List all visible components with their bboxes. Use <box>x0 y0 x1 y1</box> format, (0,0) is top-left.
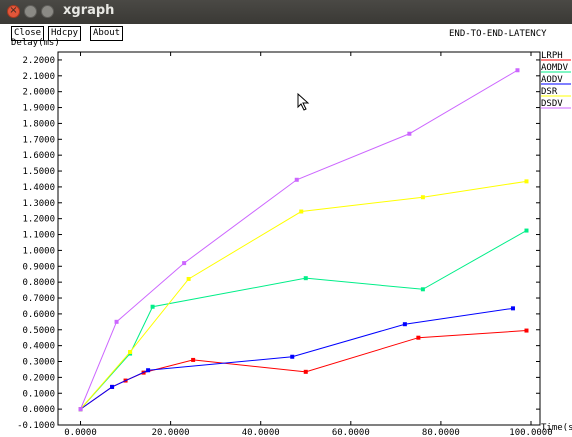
y-tick-label: 0.0000 <box>22 405 55 415</box>
y-tick-label: 0.1000 <box>22 389 55 399</box>
data-point-aodv <box>146 368 151 373</box>
data-point-dsdv <box>407 131 412 136</box>
maximize-icon[interactable] <box>41 5 54 18</box>
x-tick-label: 60.0000 <box>332 428 370 437</box>
data-point-aodv <box>290 354 295 359</box>
series-line-aodv <box>80 307 514 410</box>
x-tick-label: 0.0000 <box>64 428 97 437</box>
legend-label-dsr: DSR <box>541 87 558 97</box>
series-line-dsr <box>80 180 527 410</box>
y-tick-label: 0.6000 <box>22 310 55 320</box>
title-bar[interactable]: × xgraph <box>0 0 572 24</box>
y-tick-label: 1.8000 <box>22 119 55 129</box>
minimize-icon[interactable] <box>24 5 37 18</box>
y-tick-label: 1.7000 <box>22 135 55 145</box>
legend-label-aodv: AODV <box>541 75 563 85</box>
x-tick-label: 20.0000 <box>152 428 190 437</box>
data-point-aomdv <box>303 276 308 281</box>
y-tick-label: 2.1000 <box>22 72 55 82</box>
data-point-dsr <box>420 195 425 200</box>
y-tick-label: 0.7000 <box>22 294 55 304</box>
data-point-aomdv <box>150 304 155 309</box>
data-point-aodv <box>402 322 407 327</box>
y-tick-label: 2.2000 <box>22 56 55 66</box>
y-tick-label: 1.2000 <box>22 215 55 225</box>
y-tick-label: 1.0000 <box>22 246 55 256</box>
data-point-lrph <box>191 357 196 362</box>
chart-title: END-TO-END-LATENCY <box>449 29 547 39</box>
data-point-dsr <box>299 209 304 214</box>
y-tick-label: 2.0000 <box>22 88 55 98</box>
y-tick-label: 0.5000 <box>22 326 55 336</box>
y-tick-label: 1.4000 <box>22 183 55 193</box>
y-tick-label: 1.5000 <box>22 167 55 177</box>
legend-label-aomdv: AOMDV <box>541 63 569 73</box>
y-tick-label: 0.4000 <box>22 342 55 352</box>
x-tick-label: 80.0000 <box>422 428 460 437</box>
data-point-aomdv <box>524 228 529 233</box>
data-point-lrph <box>524 328 529 333</box>
data-point-lrph <box>303 369 308 374</box>
close-icon[interactable]: × <box>7 5 20 18</box>
y-tick-label: 0.9000 <box>22 262 55 272</box>
series-line-aomdv <box>80 230 527 410</box>
data-point-dsdv <box>182 261 187 266</box>
y-tick-label: -0.1000 <box>17 421 55 431</box>
y-tick-label: 0.2000 <box>22 373 55 383</box>
close-button[interactable]: Close <box>11 26 45 41</box>
legend-label-lrph: LRPH <box>541 51 563 61</box>
data-point-dsdv <box>114 319 119 324</box>
y-tick-label: 1.9000 <box>22 104 55 114</box>
data-point-dsr <box>128 349 133 354</box>
y-tick-label: 0.8000 <box>22 278 55 288</box>
data-point-dsr <box>524 179 529 184</box>
y-tick-label: 1.3000 <box>22 199 55 209</box>
x-tick-label: 40.0000 <box>242 428 280 437</box>
series-line-dsdv <box>80 69 518 410</box>
y-axis-label: Delay(ms) <box>11 38 60 48</box>
y-tick-label: 1.1000 <box>22 231 55 241</box>
data-point-lrph <box>416 335 421 340</box>
data-point-aodv <box>510 306 515 311</box>
y-tick-label: 0.3000 <box>22 358 55 368</box>
legend-label-dsdv: DSDV <box>541 99 563 109</box>
hdcpy-button[interactable]: Hdcpy <box>48 26 82 41</box>
window-title: xgraph <box>63 3 115 18</box>
data-point-dsdv <box>515 68 520 73</box>
data-point-aomdv <box>420 287 425 292</box>
y-tick-label: 1.6000 <box>22 151 55 161</box>
data-point-dsdv <box>78 407 83 412</box>
x-tick-label: 100.0000 <box>509 428 552 437</box>
data-point-dsdv <box>294 177 299 182</box>
plot-frame <box>57 51 541 426</box>
data-point-dsr <box>186 276 191 281</box>
data-point-aodv <box>110 384 115 389</box>
mouse-cursor-icon <box>297 92 310 111</box>
about-button[interactable]: About <box>90 26 124 41</box>
x-axis-label: Time(s <box>541 423 572 433</box>
